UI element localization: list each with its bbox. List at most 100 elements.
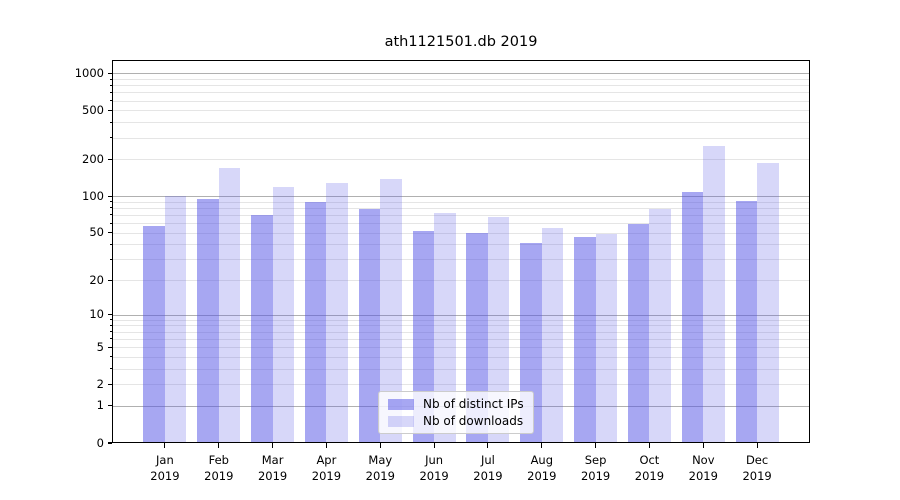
y-tick-label-1000: 1000: [74, 65, 104, 80]
x-tick-aug: [541, 443, 543, 448]
gridline-minor-700: [112, 92, 810, 94]
gridline-minor-9: [112, 319, 810, 321]
x-tick-jul: [487, 443, 489, 448]
bar-downloads-apr: [326, 183, 348, 443]
gridline-minor-8: [112, 325, 810, 327]
chart-title: ath1121501.db 2019: [384, 34, 538, 50]
x-tick-label-jul: Jul 2019: [473, 453, 503, 483]
gridline-minor-4: [112, 356, 810, 358]
bar-downloads-sep: [595, 233, 618, 443]
bar-downloads-jan: [164, 196, 187, 443]
x-tick-label-sep: Sep 2019: [580, 453, 611, 483]
bar-distinct-ips-may: [358, 208, 381, 443]
y-minortick-7: [109, 331, 112, 333]
y-tick-100: [108, 195, 112, 197]
y-minortick-30: [109, 258, 112, 260]
legend: Nb of distinct IPs Nb of downloads: [378, 391, 534, 434]
y-tick-2: [108, 383, 112, 385]
x-tick-nov: [702, 443, 704, 448]
gridline-minor-500: [112, 110, 810, 112]
y-minortick-800: [109, 84, 112, 86]
legend-swatch-distinct-ips: [388, 398, 414, 410]
legend-swatch-downloads: [388, 415, 414, 427]
y-tick-5: [108, 346, 112, 348]
gridline-minor-60: [112, 223, 810, 225]
gridline-minor-200: [112, 159, 810, 161]
bar-distinct-ips-feb: [197, 199, 219, 443]
gridline-major-100: [112, 196, 810, 198]
y-tick-label-500: 500: [82, 102, 104, 117]
gridline-minor-20: [112, 280, 810, 282]
legend-label-downloads: Nb of downloads: [423, 414, 524, 428]
bar-distinct-ips-dec: [735, 200, 758, 443]
y-minortick-4: [109, 356, 112, 358]
bar-downloads-jul: [487, 216, 510, 443]
y-tick-label-10: 10: [89, 307, 104, 322]
y-minortick-3: [109, 368, 112, 370]
y-tick-500: [108, 109, 112, 111]
bar-distinct-ips-jul: [466, 232, 488, 443]
x-tick-may: [379, 443, 381, 448]
y-minortick-300: [109, 137, 112, 139]
x-tick-label-aug: Aug 2019: [527, 453, 557, 483]
y-minortick-8: [109, 324, 112, 326]
x-tick-mar: [272, 443, 274, 448]
x-tick-jan: [164, 443, 166, 448]
x-tick-label-apr: Apr 2019: [311, 453, 342, 483]
y-minortick-60: [109, 222, 112, 224]
gridline-minor-30: [112, 259, 810, 261]
y-tick-label-1: 1: [96, 398, 104, 413]
gridline-minor-7: [112, 331, 810, 333]
x-tick-jun: [433, 443, 435, 448]
y-tick-label-100: 100: [82, 188, 104, 203]
y-tick-label-5: 5: [96, 339, 104, 354]
y-tick-0: [108, 442, 112, 444]
y-tick-label-200: 200: [82, 151, 104, 166]
x-tick-sep: [595, 443, 597, 448]
gridline-minor-800: [112, 85, 810, 87]
gridline-minor-300: [112, 137, 810, 139]
legend-item-distinct-ips: Nb of distinct IPs: [388, 397, 524, 411]
plot-area: Nb of distinct IPs Nb of downloads: [112, 60, 810, 443]
legend-label-distinct-ips: Nb of distinct IPs: [423, 397, 524, 411]
gridline-minor-5: [112, 347, 810, 349]
gridline-minor-3: [112, 368, 810, 370]
x-tick-label-jan: Jan 2019: [150, 453, 180, 483]
bar-downloads-aug: [541, 227, 564, 443]
gridline-minor-80: [112, 207, 810, 209]
y-tick-200: [108, 158, 112, 160]
gridline-minor-90: [112, 201, 810, 203]
y-tick-1: [108, 405, 112, 407]
bar-distinct-ips-sep: [574, 237, 596, 443]
y-minortick-9: [109, 319, 112, 321]
bar-downloads-dec: [757, 162, 779, 443]
gridline-minor-6: [112, 338, 810, 340]
y-tick-20: [108, 279, 112, 281]
y-minortick-80: [109, 207, 112, 209]
y-minortick-70: [109, 214, 112, 216]
bar-distinct-ips-jun: [412, 230, 435, 443]
bar-downloads-mar: [272, 187, 295, 443]
x-tick-label-feb: Feb 2019: [204, 453, 234, 483]
gridline-minor-2: [112, 384, 810, 386]
x-tick-dec: [756, 443, 758, 448]
bar-downloads-may: [380, 179, 402, 443]
bar-downloads-nov: [703, 145, 725, 443]
x-tick-label-dec: Dec 2019: [742, 453, 772, 483]
y-minortick-40: [109, 243, 112, 245]
x-tick-feb: [218, 443, 220, 448]
gridline-minor-400: [112, 122, 810, 124]
bar-distinct-ips-apr: [304, 201, 327, 443]
x-tick-label-nov: Nov 2019: [688, 453, 718, 483]
y-tick-50: [108, 232, 112, 234]
gridline-minor-600: [112, 100, 810, 102]
y-minortick-6: [109, 338, 112, 340]
y-tick-1000: [108, 72, 112, 74]
legend-item-downloads: Nb of downloads: [388, 414, 524, 428]
x-tick-label-oct: Oct 2019: [634, 453, 665, 483]
bar-distinct-ips-mar: [251, 214, 273, 443]
y-tick-label-50: 50: [89, 225, 104, 240]
gridline-major-10: [112, 314, 810, 316]
y-tick-label-20: 20: [89, 272, 104, 287]
